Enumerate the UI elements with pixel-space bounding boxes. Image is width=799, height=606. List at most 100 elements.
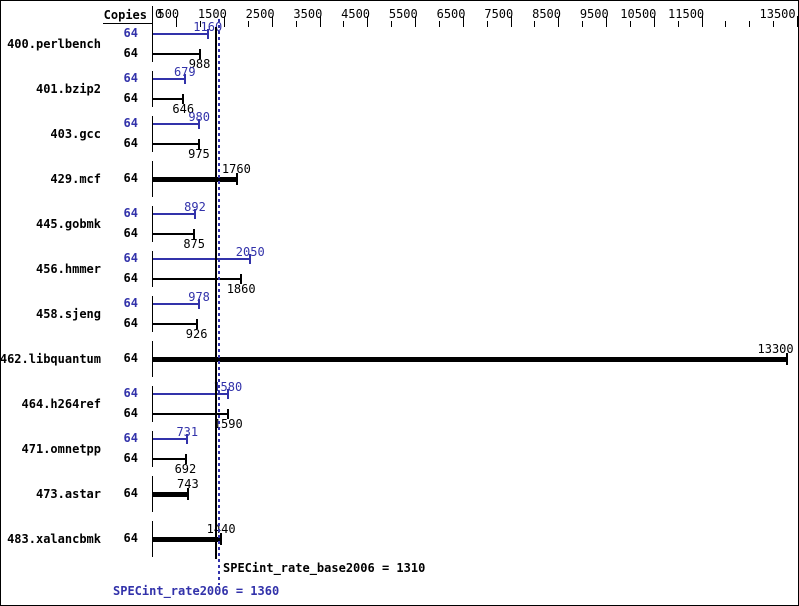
benchmark-label: 464.h264ref <box>21 397 101 411</box>
bar-end-cap <box>182 94 185 104</box>
y-axis-line <box>152 6 153 27</box>
bar-end-cap <box>240 274 243 284</box>
copies-value: 64 <box>123 351 138 365</box>
axis-tick-label: 500 <box>157 7 180 21</box>
bar-value-label: 646 <box>172 102 195 116</box>
axis-tick <box>702 16 703 27</box>
bar-end-cap <box>220 533 223 545</box>
bar-value-label: 1440 <box>206 522 236 536</box>
bar-end-cap <box>226 389 229 399</box>
copies-value: 64 <box>123 531 138 545</box>
axis-tick <box>415 16 416 27</box>
mean-peak-label: SPECint_rate2006 = 1360 <box>113 584 280 598</box>
bar-start-cap <box>152 71 153 107</box>
peak-bar <box>153 33 208 35</box>
copies-column-header: Copies <box>103 8 147 22</box>
peak-bar <box>153 123 200 125</box>
copies-value: 64 <box>123 451 138 465</box>
axis-tick <box>463 16 464 27</box>
axis-tick <box>582 21 583 27</box>
peak-bar <box>153 438 188 440</box>
axis-tick-label: 5500 <box>388 7 418 21</box>
benchmark-label: 458.sjeng <box>35 307 101 321</box>
axis-tick-label: 0 <box>155 7 163 21</box>
bar-value-label: 1160 <box>193 20 223 34</box>
bar-value-label: 875 <box>183 237 205 251</box>
bar-end-cap <box>183 74 186 84</box>
axis-tick <box>797 16 798 27</box>
base-bar <box>153 278 242 280</box>
bar-end-cap <box>227 409 230 419</box>
bar-start-cap <box>152 386 153 422</box>
bar-end-cap <box>186 488 189 500</box>
copies-value: 64 <box>123 406 138 420</box>
bar-start-cap <box>152 161 153 197</box>
axis-tick <box>367 16 368 27</box>
bar-end-cap <box>195 319 198 329</box>
bar-value-label: 679 <box>173 65 196 79</box>
bar-value-label: 975 <box>188 147 210 161</box>
base-bar <box>153 537 222 542</box>
bar-end-cap <box>786 353 789 365</box>
axis-tick <box>224 16 225 27</box>
copies-header-underline <box>103 23 153 24</box>
base-bar <box>153 323 197 325</box>
bar-start-cap <box>152 26 153 62</box>
copies-value: 64 <box>123 71 138 85</box>
benchmark-label: 400.perlbench <box>7 37 101 51</box>
mean-peak-line <box>218 19 220 585</box>
axis-tick <box>391 21 392 27</box>
peak-bar <box>153 78 185 80</box>
axis-tick <box>749 21 750 27</box>
copies-value: 64 <box>123 386 138 400</box>
axis-tick-label: 2500 <box>245 7 275 21</box>
copies-value: 64 <box>123 206 138 220</box>
base-bar <box>153 143 200 145</box>
bar-start-cap <box>152 116 153 152</box>
axis-tick <box>272 16 273 27</box>
bar-start-cap <box>152 341 153 377</box>
bar-end-cap <box>194 209 197 219</box>
benchmark-label: 403.gcc <box>50 127 101 141</box>
bar-start-cap <box>152 476 153 512</box>
bar-end-cap <box>249 254 252 264</box>
bar-value-label: 978 <box>188 290 210 304</box>
axis-tick <box>654 16 655 27</box>
copies-value: 64 <box>123 271 138 285</box>
peak-bar <box>153 393 228 395</box>
bar-end-cap <box>184 454 187 464</box>
mean-base-label: SPECint_rate_base2006 = 1310 <box>223 561 426 575</box>
bar-value-label: 988 <box>188 57 211 71</box>
benchmark-label: 456.hmmer <box>35 262 101 276</box>
benchmark-label: 445.gobmk <box>35 217 101 231</box>
axis-tick-label: 13500 <box>759 7 796 21</box>
copies-value: 64 <box>123 116 138 130</box>
axis-tick <box>176 16 177 27</box>
base-bar <box>153 53 200 55</box>
bar-value-label: 1760 <box>221 162 251 176</box>
bar-start-cap <box>152 296 153 332</box>
peak-bar <box>153 213 196 215</box>
bar-value-label: 13300 <box>757 342 794 356</box>
mean-base-line <box>215 27 217 559</box>
bar-value-label: 1860 <box>226 282 256 296</box>
base-bar <box>153 233 195 235</box>
axis-tick <box>678 21 679 27</box>
benchmark-label: 462.libquantum <box>0 352 101 366</box>
axis-tick-label: 7500 <box>484 7 514 21</box>
peak-bar <box>153 258 251 260</box>
axis-tick <box>558 16 559 27</box>
bar-value-label: 692 <box>174 462 197 476</box>
bar-end-cap <box>198 299 201 309</box>
peak-bar <box>153 303 200 305</box>
bar-value-label: 2050 <box>235 245 265 259</box>
copies-value: 64 <box>123 296 138 310</box>
axis-tick-label: 6500 <box>436 7 466 21</box>
copies-value: 64 <box>123 486 138 500</box>
bar-value-label: 926 <box>185 327 208 341</box>
axis-tick-label: 8500 <box>532 7 561 21</box>
axis-tick-label: 9500 <box>579 7 609 21</box>
copies-value: 64 <box>123 316 138 330</box>
axis-tick <box>773 21 774 27</box>
